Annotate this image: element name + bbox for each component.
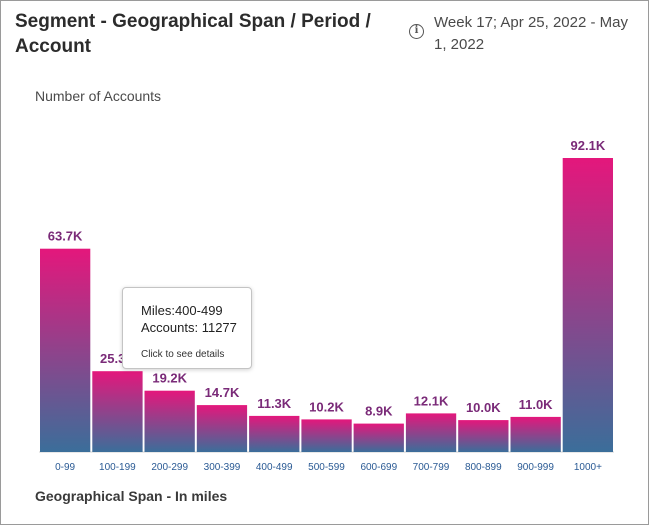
bar-800-899[interactable] <box>458 420 509 452</box>
x-axis-label: Geographical Span - In miles <box>35 488 228 504</box>
data-label-900-999: 11.0K <box>519 397 554 412</box>
bar-100-199[interactable] <box>92 371 143 452</box>
bar-500-599[interactable] <box>301 419 352 452</box>
data-label-300-399: 14.7K <box>205 385 240 400</box>
x-tick-700-799: 700-799 <box>413 462 450 473</box>
bar-tooltip[interactable]: Miles:400-499 Accounts: 11277 Click to s… <box>122 287 252 369</box>
date-range: Week 17; Apr 25, 2022 - May 1, 2022 <box>434 14 628 53</box>
x-tick-0-99: 0-99 <box>55 462 75 473</box>
data-label-400-499: 11.3K <box>257 396 292 411</box>
data-label-700-799: 12.1K <box>414 393 449 408</box>
bar-200-299[interactable] <box>144 390 195 452</box>
bar-300-399[interactable] <box>196 405 248 452</box>
bar-400-499[interactable] <box>249 415 300 452</box>
x-tick-600-699: 600-699 <box>360 462 397 473</box>
bar-0-99[interactable] <box>40 248 91 452</box>
tooltip-hint: Click to see details <box>141 349 225 360</box>
data-label-800-899: 10.0K <box>466 400 501 415</box>
x-tick-900-999: 900-999 <box>517 462 554 473</box>
data-label-500-599: 10.2K <box>309 399 344 414</box>
bar-1000+[interactable] <box>562 158 613 452</box>
x-tick-500-599: 500-599 <box>308 462 345 473</box>
data-label-600-699: 8.9K <box>365 404 393 419</box>
x-tick-400-499: 400-499 <box>256 462 293 473</box>
chart-title: Segment - Geographical Span / Period / A… <box>15 11 371 57</box>
bar-900-999[interactable] <box>510 416 561 452</box>
x-tick-800-899: 800-899 <box>465 462 502 473</box>
bar-chart: 63.7K0-9925.3K100-19919.2K200-29914.7K30… <box>39 138 614 473</box>
info-icon[interactable]: i <box>409 24 424 39</box>
data-label-1000+: 92.1K <box>571 138 606 153</box>
data-label-200-299: 19.2K <box>152 371 187 386</box>
bar-600-699[interactable] <box>353 423 404 452</box>
x-tick-200-299: 200-299 <box>151 462 188 473</box>
x-tick-300-399: 300-399 <box>204 462 241 473</box>
tooltip-accounts: Accounts: 11277 <box>141 320 237 335</box>
x-tick-100-199: 100-199 <box>99 462 136 473</box>
y-axis-label: Number of Accounts <box>35 88 162 104</box>
data-label-0-99: 63.7K <box>48 229 83 244</box>
tooltip-miles: Miles:400-499 <box>141 303 223 318</box>
x-tick-1000+: 1000+ <box>574 462 602 473</box>
bar-700-799[interactable] <box>405 413 457 452</box>
